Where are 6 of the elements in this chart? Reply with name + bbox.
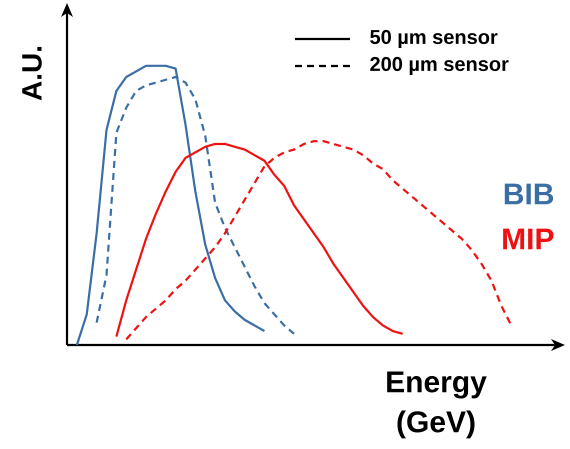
annotation: 200 µm sensor	[370, 56, 509, 76]
text: BIB	[504, 184, 554, 204]
text: MIP	[503, 228, 554, 250]
text: 50 µm sensor	[370, 30, 498, 48]
y-axis-title: A.U.	[22, 46, 42, 100]
x-axis-title: Energy (GeV)	[387, 372, 487, 438]
